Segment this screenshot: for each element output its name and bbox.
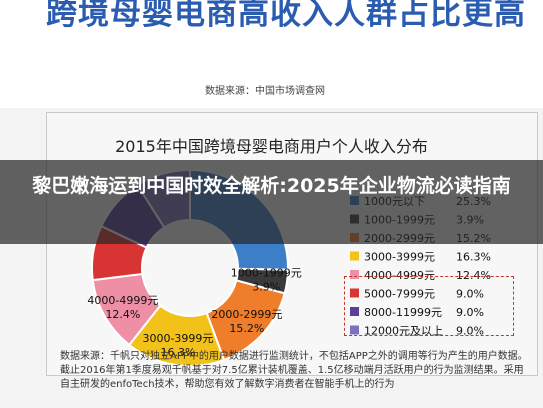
legend-swatch — [350, 288, 359, 298]
chart-title: 2015年中国跨境母婴电商用户个人收入分布 — [115, 137, 428, 156]
slice-category-label: 3000-3999元 — [142, 332, 213, 345]
legend-value: 9.0% — [456, 306, 484, 319]
legend-value: 12.4% — [456, 269, 491, 282]
legend-swatch — [350, 307, 359, 316]
legend-label: 3000-3999元 — [364, 251, 435, 264]
top-banner: 跨境母婴电商高收入人群占比更高 数据来源：中国市场调查网 — [0, 0, 543, 100]
legend-label: 8000-11999元 — [364, 306, 442, 319]
slice-category-label: 1000-1999元 — [231, 267, 302, 280]
slice-percent-label: 12.4% — [105, 308, 140, 321]
legend-highlight-box — [344, 276, 514, 336]
hero-title: 跨境母婴电商高收入人群占比更高 — [46, 0, 526, 32]
legend-value: 9.0% — [456, 325, 484, 338]
data-note: 数据来源：千帆只对独立APP中的用户数据进行监测统计，不包括APP之外的调用等行… — [60, 351, 528, 390]
slice-percent-label: 16.3% — [160, 346, 195, 359]
legend-swatch — [350, 325, 359, 335]
legend-label: 5000-7999元 — [364, 288, 435, 301]
slice-percent-label: 3.9% — [252, 281, 280, 294]
slice-category-label: 4000-4999元 — [87, 294, 158, 307]
slice-percent-label: 15.2% — [229, 322, 264, 335]
legend-value: 16.3% — [456, 251, 491, 264]
hero-source: 数据来源：中国市场调查网 — [205, 86, 325, 97]
slice-category-label: 2000-2999元 — [211, 308, 282, 321]
overlay-headline[interactable]: 黎巴嫩海运到中国时效全解析:2025年企业物流必读指南 — [32, 175, 511, 197]
overlay-band — [0, 160, 543, 244]
legend-label: 4000-4999元 — [364, 269, 435, 282]
legend-swatch — [350, 270, 359, 279]
legend-swatch — [350, 251, 359, 261]
legend-label: 12000元及以上 — [364, 325, 443, 338]
legend-value: 9.0% — [456, 288, 484, 301]
